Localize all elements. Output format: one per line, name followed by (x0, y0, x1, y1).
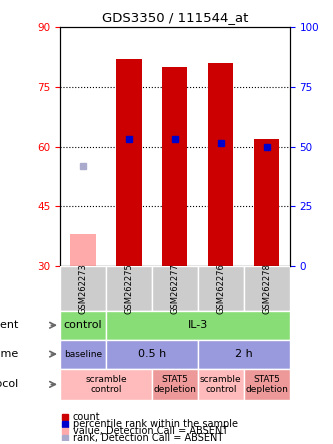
Text: baseline: baseline (64, 349, 102, 359)
Bar (254, 139, 279, 266)
Text: count: count (73, 412, 100, 422)
Bar (60, 266, 106, 311)
Title: GDS3350 / 111544_at: GDS3350 / 111544_at (102, 11, 248, 24)
Bar (198, 340, 290, 369)
Bar (152, 266, 198, 311)
Text: GSM262277: GSM262277 (170, 263, 179, 314)
Text: protocol: protocol (0, 379, 19, 389)
Bar (152, 369, 198, 400)
Bar (198, 369, 244, 400)
Bar (70, 234, 96, 266)
Bar (162, 67, 187, 266)
Text: 2 h: 2 h (235, 349, 253, 359)
Bar (60, 311, 106, 340)
Text: STAT5
depletion: STAT5 depletion (154, 375, 196, 394)
Text: GSM262275: GSM262275 (124, 263, 134, 314)
Text: control: control (64, 320, 102, 330)
Bar (60, 340, 106, 369)
Text: GSM262278: GSM262278 (262, 263, 271, 314)
Text: scramble
control: scramble control (200, 375, 242, 394)
Bar (106, 266, 152, 311)
Bar (244, 369, 290, 400)
Text: scramble
control: scramble control (85, 375, 127, 394)
Text: STAT5
depletion: STAT5 depletion (245, 375, 288, 394)
Bar (106, 340, 198, 369)
Text: GSM262273: GSM262273 (78, 263, 88, 314)
Bar (106, 311, 290, 340)
Text: IL-3: IL-3 (188, 320, 208, 330)
Text: rank, Detection Call = ABSENT: rank, Detection Call = ABSENT (73, 433, 223, 444)
Text: percentile rank within the sample: percentile rank within the sample (73, 419, 237, 429)
Text: 0.5 h: 0.5 h (138, 349, 166, 359)
Bar (116, 59, 142, 266)
Text: time: time (0, 349, 19, 359)
Text: GSM262276: GSM262276 (216, 263, 225, 314)
Bar (208, 63, 233, 266)
Text: agent: agent (0, 320, 19, 330)
Bar (198, 266, 244, 311)
Bar (244, 266, 290, 311)
Bar (60, 369, 152, 400)
Text: value, Detection Call = ABSENT: value, Detection Call = ABSENT (73, 426, 228, 436)
